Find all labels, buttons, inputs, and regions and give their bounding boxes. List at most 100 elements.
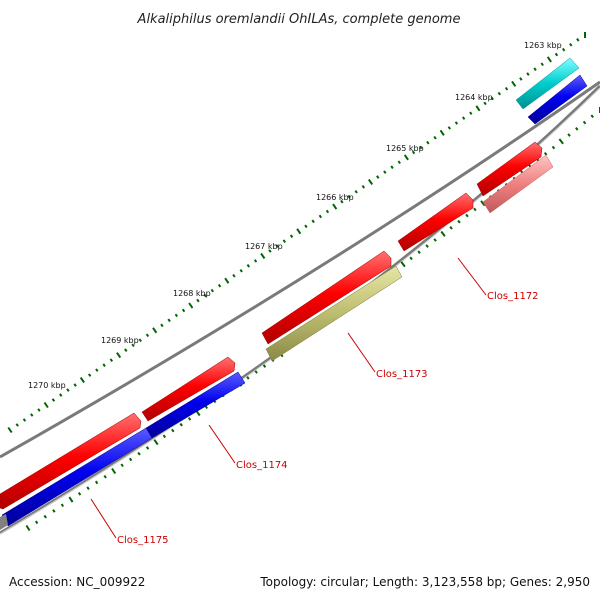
- callout-line: [208, 424, 236, 464]
- minor-tick: [60, 503, 65, 508]
- minor-tick: [246, 376, 250, 380]
- major-tick: [400, 261, 406, 268]
- minor-tick: [145, 446, 150, 450]
- minor-tick: [361, 185, 366, 189]
- minor-tick: [490, 96, 494, 101]
- minor-tick: [567, 133, 571, 137]
- gene-labels: Clos_1172 Clos_1173 Clos_1174 Clos_1175: [117, 291, 539, 546]
- gene-label-clos-1174[interactable]: Clos_1174: [236, 460, 288, 471]
- minor-tick: [397, 160, 401, 165]
- minor-tick: [454, 121, 459, 125]
- major-tick: [439, 129, 445, 136]
- major-tick: [116, 352, 122, 359]
- minor-tick: [145, 333, 150, 338]
- minor-tick: [120, 463, 124, 468]
- minor-tick: [87, 373, 92, 377]
- minor-tick: [217, 283, 222, 288]
- major-tick: [296, 228, 302, 235]
- major-tick: [43, 401, 49, 409]
- accession-text: Accession: NC_009922: [9, 575, 145, 589]
- gene-label-clos-1175[interactable]: Clos_1175: [117, 535, 169, 546]
- minor-tick: [167, 318, 171, 323]
- minor-tick: [262, 364, 267, 368]
- kbp-labels: 1263 kbp 1264 kbp 1265 kbp 1266 kbp 1267…: [28, 41, 562, 390]
- minor-tick: [383, 170, 387, 174]
- kbp-label: 1270 kbp: [28, 381, 66, 390]
- minor-tick: [171, 428, 175, 433]
- minor-tick: [390, 165, 394, 169]
- minor-tick: [187, 417, 192, 421]
- major-tick: [260, 252, 266, 259]
- major-tick: [152, 327, 158, 334]
- major-tick: [224, 277, 230, 284]
- minor-tick: [232, 273, 236, 278]
- minor-tick: [162, 434, 167, 439]
- minor-tick: [124, 348, 128, 352]
- minor-tick: [576, 38, 580, 42]
- minor-tick: [417, 250, 421, 254]
- major-tick: [367, 178, 374, 185]
- forward-cds-feature: [476, 141, 543, 197]
- gene-label-clos-1172[interactable]: Clos_1172: [487, 291, 539, 302]
- minor-tick: [95, 368, 99, 372]
- minor-tick: [433, 135, 437, 140]
- gene-label-clos-1173[interactable]: Clos_1173: [376, 369, 428, 380]
- map-title: Alkaliphilus oremlandii OhILAs, complete…: [137, 12, 461, 27]
- minor-tick: [497, 91, 502, 96]
- minor-tick: [409, 256, 413, 261]
- minor-tick: [575, 127, 579, 131]
- minor-tick: [275, 244, 279, 248]
- minor-tick: [203, 293, 207, 298]
- minor-tick: [457, 219, 461, 224]
- minor-tick: [533, 67, 537, 71]
- major-tick: [79, 377, 85, 384]
- minor-tick: [34, 520, 39, 525]
- major-tick: [188, 302, 194, 309]
- minor-tick: [473, 207, 477, 212]
- kbp-label: 1268 kbp: [173, 289, 211, 298]
- minor-tick: [318, 214, 323, 219]
- minor-tick: [554, 52, 559, 57]
- minor-tick: [51, 398, 56, 402]
- minor-tick: [449, 226, 453, 230]
- minor-tick: [282, 239, 287, 243]
- minor-tick: [540, 62, 544, 67]
- minor-tick: [543, 151, 548, 156]
- minor-tick: [461, 116, 466, 120]
- major-tick: [332, 203, 338, 210]
- minor-tick: [289, 234, 294, 238]
- minor-tick: [103, 474, 107, 479]
- minor-tick: [354, 190, 358, 194]
- minor-tick: [137, 451, 141, 456]
- minor-tick: [483, 101, 487, 106]
- minor-tick: [160, 323, 164, 328]
- minor-tick: [561, 47, 566, 52]
- kbp-label: 1263 kbp: [524, 41, 562, 50]
- minor-tick: [426, 140, 430, 145]
- minor-tick: [138, 338, 142, 343]
- minor-tick: [526, 72, 530, 76]
- minor-tick: [304, 224, 308, 229]
- minor-tick: [37, 408, 41, 412]
- olive-feature: [265, 265, 403, 362]
- reverse-cds-feature: [1, 427, 153, 527]
- minor-tick: [109, 358, 114, 362]
- minor-tick: [66, 388, 70, 392]
- minor-tick: [569, 42, 573, 47]
- major-tick: [480, 200, 486, 207]
- minor-tick: [447, 126, 452, 130]
- minor-tick: [551, 145, 556, 150]
- minor-tick: [590, 114, 594, 119]
- minor-tick: [469, 111, 473, 115]
- forward-cds-feature: [397, 192, 474, 252]
- minor-tick: [196, 298, 200, 303]
- minor-tick: [433, 238, 437, 242]
- minor-tick: [181, 308, 186, 313]
- major-tick: [475, 105, 481, 112]
- kbp-label: 1265 kbp: [386, 144, 424, 153]
- callout-line: [347, 332, 376, 373]
- major-tick: [511, 80, 517, 87]
- kbp-label: 1266 kbp: [316, 193, 354, 202]
- minor-tick: [94, 480, 99, 485]
- minor-tick: [22, 418, 27, 422]
